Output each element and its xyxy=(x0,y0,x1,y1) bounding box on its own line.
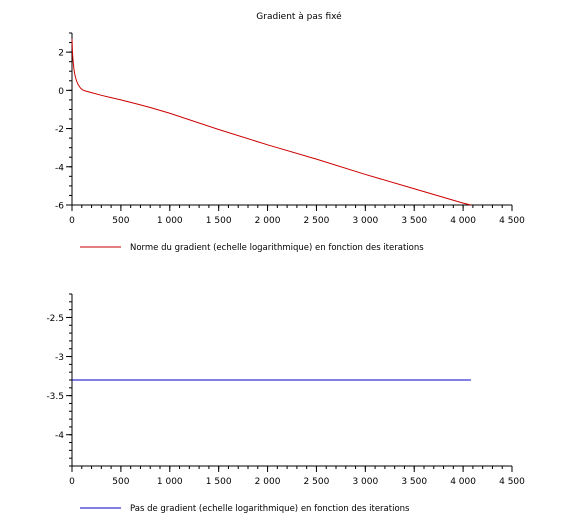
step-x-tick-label: 1 000 xyxy=(157,477,183,487)
step-x-tick-label: 4 000 xyxy=(450,477,476,487)
step-y-tick-label: -4 xyxy=(55,431,64,441)
step-x-tick-label: 1 500 xyxy=(206,477,232,487)
gradient-y-tick-label: -6 xyxy=(55,202,64,212)
gradient-series-line xyxy=(71,38,472,206)
gradient-x-tick-label: 1 000 xyxy=(157,216,183,226)
gradient-x-tick-label: 4 500 xyxy=(499,216,525,226)
step-size-plot: 0 500 1 000 1 500 2 000 2 500 3 000 3 500 4 000 4… xyxy=(46,293,525,514)
gradient-norm-plot: 0 500 1 000 1 500 2 000 2 500 3 000 3 500 4 000 4… xyxy=(55,32,525,253)
figure-title: Gradient à pas fixé xyxy=(256,11,342,22)
gradient-legend-label: Norme du gradient (echelle logarithmique… xyxy=(130,243,424,253)
step-x-tick-label: 4 500 xyxy=(499,477,525,487)
gradient-x-tick-label: 3 500 xyxy=(401,216,427,226)
step-x-tick-label: 2 000 xyxy=(255,477,281,487)
gradient-x-tick-label: 3 000 xyxy=(352,216,378,226)
step-legend-label: Pas de gradient (echelle logarithmique) … xyxy=(130,504,410,514)
gradient-x-tick-label: 1 500 xyxy=(206,216,232,226)
step-y-tick-label: -3 xyxy=(55,353,64,363)
gradient-x-tick-label: 4 000 xyxy=(450,216,476,226)
step-x-tick-label: 0 xyxy=(69,477,75,487)
step-y-tick-label: -3.5 xyxy=(46,392,64,402)
step-y-tick-label: -2.5 xyxy=(46,314,64,324)
step-x-tick-label: 3 000 xyxy=(352,477,378,487)
gradient-y-tick-label: -2 xyxy=(55,125,64,135)
gradient-y-tick-label: 2 xyxy=(58,49,64,59)
step-x-tick-label: 2 500 xyxy=(304,477,330,487)
step-x-tick-label: 3 500 xyxy=(401,477,427,487)
gradient-y-tick-label: -4 xyxy=(55,163,64,173)
gradient-y-tick-label: 0 xyxy=(58,87,64,97)
gradient-x-tick-label: 500 xyxy=(112,216,129,226)
step-x-tick-label: 500 xyxy=(112,477,129,487)
gradient-x-tick-label: 2 500 xyxy=(304,216,330,226)
gradient-x-tick-label: 0 xyxy=(69,216,75,226)
gradient-x-tick-label: 2 000 xyxy=(255,216,281,226)
